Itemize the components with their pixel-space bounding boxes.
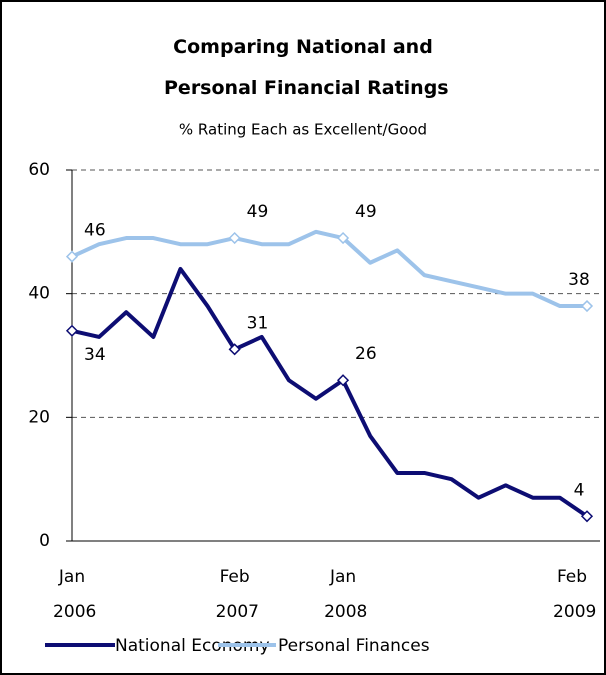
data-label: 4 [574, 480, 585, 500]
legend-label: Personal Finances [278, 636, 430, 656]
x-tick-label: Jan 2006 [48, 567, 97, 622]
chart-title: Comparing National and Personal Financia… [157, 36, 448, 99]
data-label: 49 [355, 202, 377, 222]
point-marker [580, 510, 594, 523]
y-tick-label: 0 [39, 531, 50, 551]
data-label: 49 [247, 202, 269, 222]
y-tick-label: 60 [28, 160, 50, 180]
point-marker [65, 250, 79, 263]
x-tick-label: Jan 2008 [319, 567, 368, 622]
point-marker [580, 299, 594, 313]
point-marker [65, 324, 79, 337]
data-label: 31 [247, 313, 269, 333]
line-series [71, 266, 589, 518]
point-marker [228, 231, 241, 245]
data-label: 26 [355, 344, 377, 364]
point-marker [336, 231, 350, 245]
point-marker [336, 374, 350, 387]
data-label: 38 [568, 270, 590, 290]
x-tick-label: Feb 2007 [210, 567, 259, 622]
y-tick-label: 20 [28, 407, 50, 427]
point-marker [228, 343, 241, 356]
x-tick-label: Feb 2009 [548, 567, 597, 622]
line-series [71, 229, 587, 309]
data-label: 46 [84, 221, 106, 241]
legend-label: National Economy [115, 636, 270, 656]
chart-subtitle: % Rating Each as Excellent/Good [179, 121, 427, 139]
data-label: 34 [84, 345, 106, 365]
y-tick-label: 40 [28, 284, 50, 304]
